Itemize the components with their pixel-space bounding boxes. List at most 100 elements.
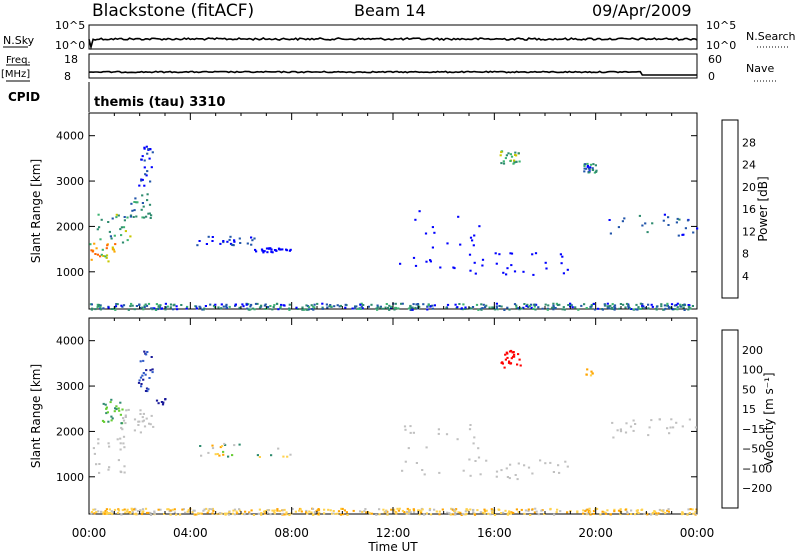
scatter-point [452, 510, 456, 513]
scatter-point [446, 303, 450, 306]
scatter-point [481, 258, 485, 261]
scatter-point [509, 512, 512, 515]
scatter-point [283, 304, 286, 307]
scatter-point [466, 509, 469, 512]
scatter-point [586, 508, 589, 511]
scatter-point [107, 221, 110, 223]
scatter-point [225, 303, 228, 306]
nsky-tick-bottom: 10^0 [55, 39, 85, 52]
scatter-point [273, 509, 276, 512]
scatter-point [687, 305, 690, 308]
scatter-point [571, 306, 574, 309]
scatter-point [520, 307, 524, 310]
scatter-point [133, 513, 136, 516]
colorbar-tick-label: 24 [742, 159, 756, 172]
scatter-point [114, 407, 117, 410]
scatter-point [95, 463, 98, 466]
scatter-point [216, 453, 219, 455]
scatter-point [555, 511, 558, 514]
scatter-point [513, 353, 516, 356]
scatter-point [142, 205, 145, 208]
scatter-point [457, 511, 460, 514]
scatter-point [385, 303, 388, 305]
scatter-point [222, 453, 225, 456]
scatter-point [252, 514, 256, 516]
scatter-point [491, 306, 494, 309]
scatter-point [203, 307, 206, 310]
scatter-point [513, 270, 517, 273]
scatter-point [220, 512, 223, 515]
scatter-point [660, 509, 663, 512]
scatter-point [412, 508, 415, 511]
scatter-point [186, 305, 189, 308]
scatter-point [418, 509, 421, 512]
scatter-point [484, 306, 487, 309]
scatter-point [280, 303, 283, 306]
scatter-point [122, 442, 125, 445]
scatter-point [437, 432, 440, 435]
scatter-point [228, 511, 231, 514]
scatter-point [148, 203, 152, 206]
scatter-point [245, 303, 248, 306]
scatter-point [121, 241, 125, 244]
time-tick-label: 16:00 [477, 526, 512, 540]
scatter-point [426, 305, 429, 308]
scatter-point [401, 509, 404, 512]
scatter-point [555, 302, 558, 305]
scatter-point [307, 308, 310, 311]
scatter-point [491, 510, 494, 513]
scatter-point [111, 217, 114, 220]
scatter-point [644, 222, 647, 225]
scatter-point [94, 308, 97, 311]
scatter-point [199, 512, 202, 515]
scatter-point [247, 308, 250, 311]
scatter-point [619, 430, 623, 433]
scatter-point [144, 173, 147, 176]
colorbar-tick-label: 28 [742, 136, 756, 149]
scatter-point [362, 304, 365, 306]
scatter-point [414, 306, 417, 309]
scatter-point [233, 513, 236, 516]
scatter-point [688, 512, 691, 514]
scatter-point [95, 247, 98, 250]
scatter-point [107, 260, 110, 263]
scatter-point [121, 305, 124, 308]
scatter-point [329, 509, 332, 512]
scatter-point [448, 512, 451, 515]
scatter-point [527, 509, 530, 512]
scatter-point [145, 353, 148, 356]
scatter-point [95, 511, 98, 514]
scatter-point [587, 511, 590, 513]
scatter-point [390, 305, 393, 308]
scatter-point [534, 252, 538, 255]
scatter-point [112, 511, 115, 514]
scatter-point [634, 423, 637, 425]
scatter-point [607, 305, 610, 308]
scatter-point [213, 306, 216, 309]
scatter-point [694, 512, 698, 515]
scatter-point [253, 237, 256, 240]
scatter-point [509, 153, 512, 156]
scatter-point [595, 170, 598, 173]
scatter-point [632, 429, 635, 432]
scatter-point [138, 184, 141, 187]
scatter-point [469, 424, 472, 426]
date-title: 09/Apr/2009 [592, 1, 692, 20]
scatter-point [111, 248, 114, 251]
scatter-point [558, 303, 561, 306]
scatter-point [506, 356, 509, 359]
scatter-point [484, 510, 487, 513]
nsky-strip: N.Sky 10^5 10^0 10^5 10^0 N.Search [3, 19, 796, 52]
scatter-point [133, 418, 137, 421]
scatter-point [506, 512, 509, 515]
scatter-point [364, 508, 367, 510]
scatter-point [480, 308, 483, 311]
scatter-point [692, 512, 695, 515]
scatter-point [105, 511, 108, 513]
scatter-point [667, 224, 670, 226]
scatter-point [599, 513, 602, 516]
scatter-point [222, 450, 225, 453]
scatter-point [144, 507, 148, 510]
scatter-point [145, 215, 148, 218]
scatter-point [89, 243, 92, 246]
